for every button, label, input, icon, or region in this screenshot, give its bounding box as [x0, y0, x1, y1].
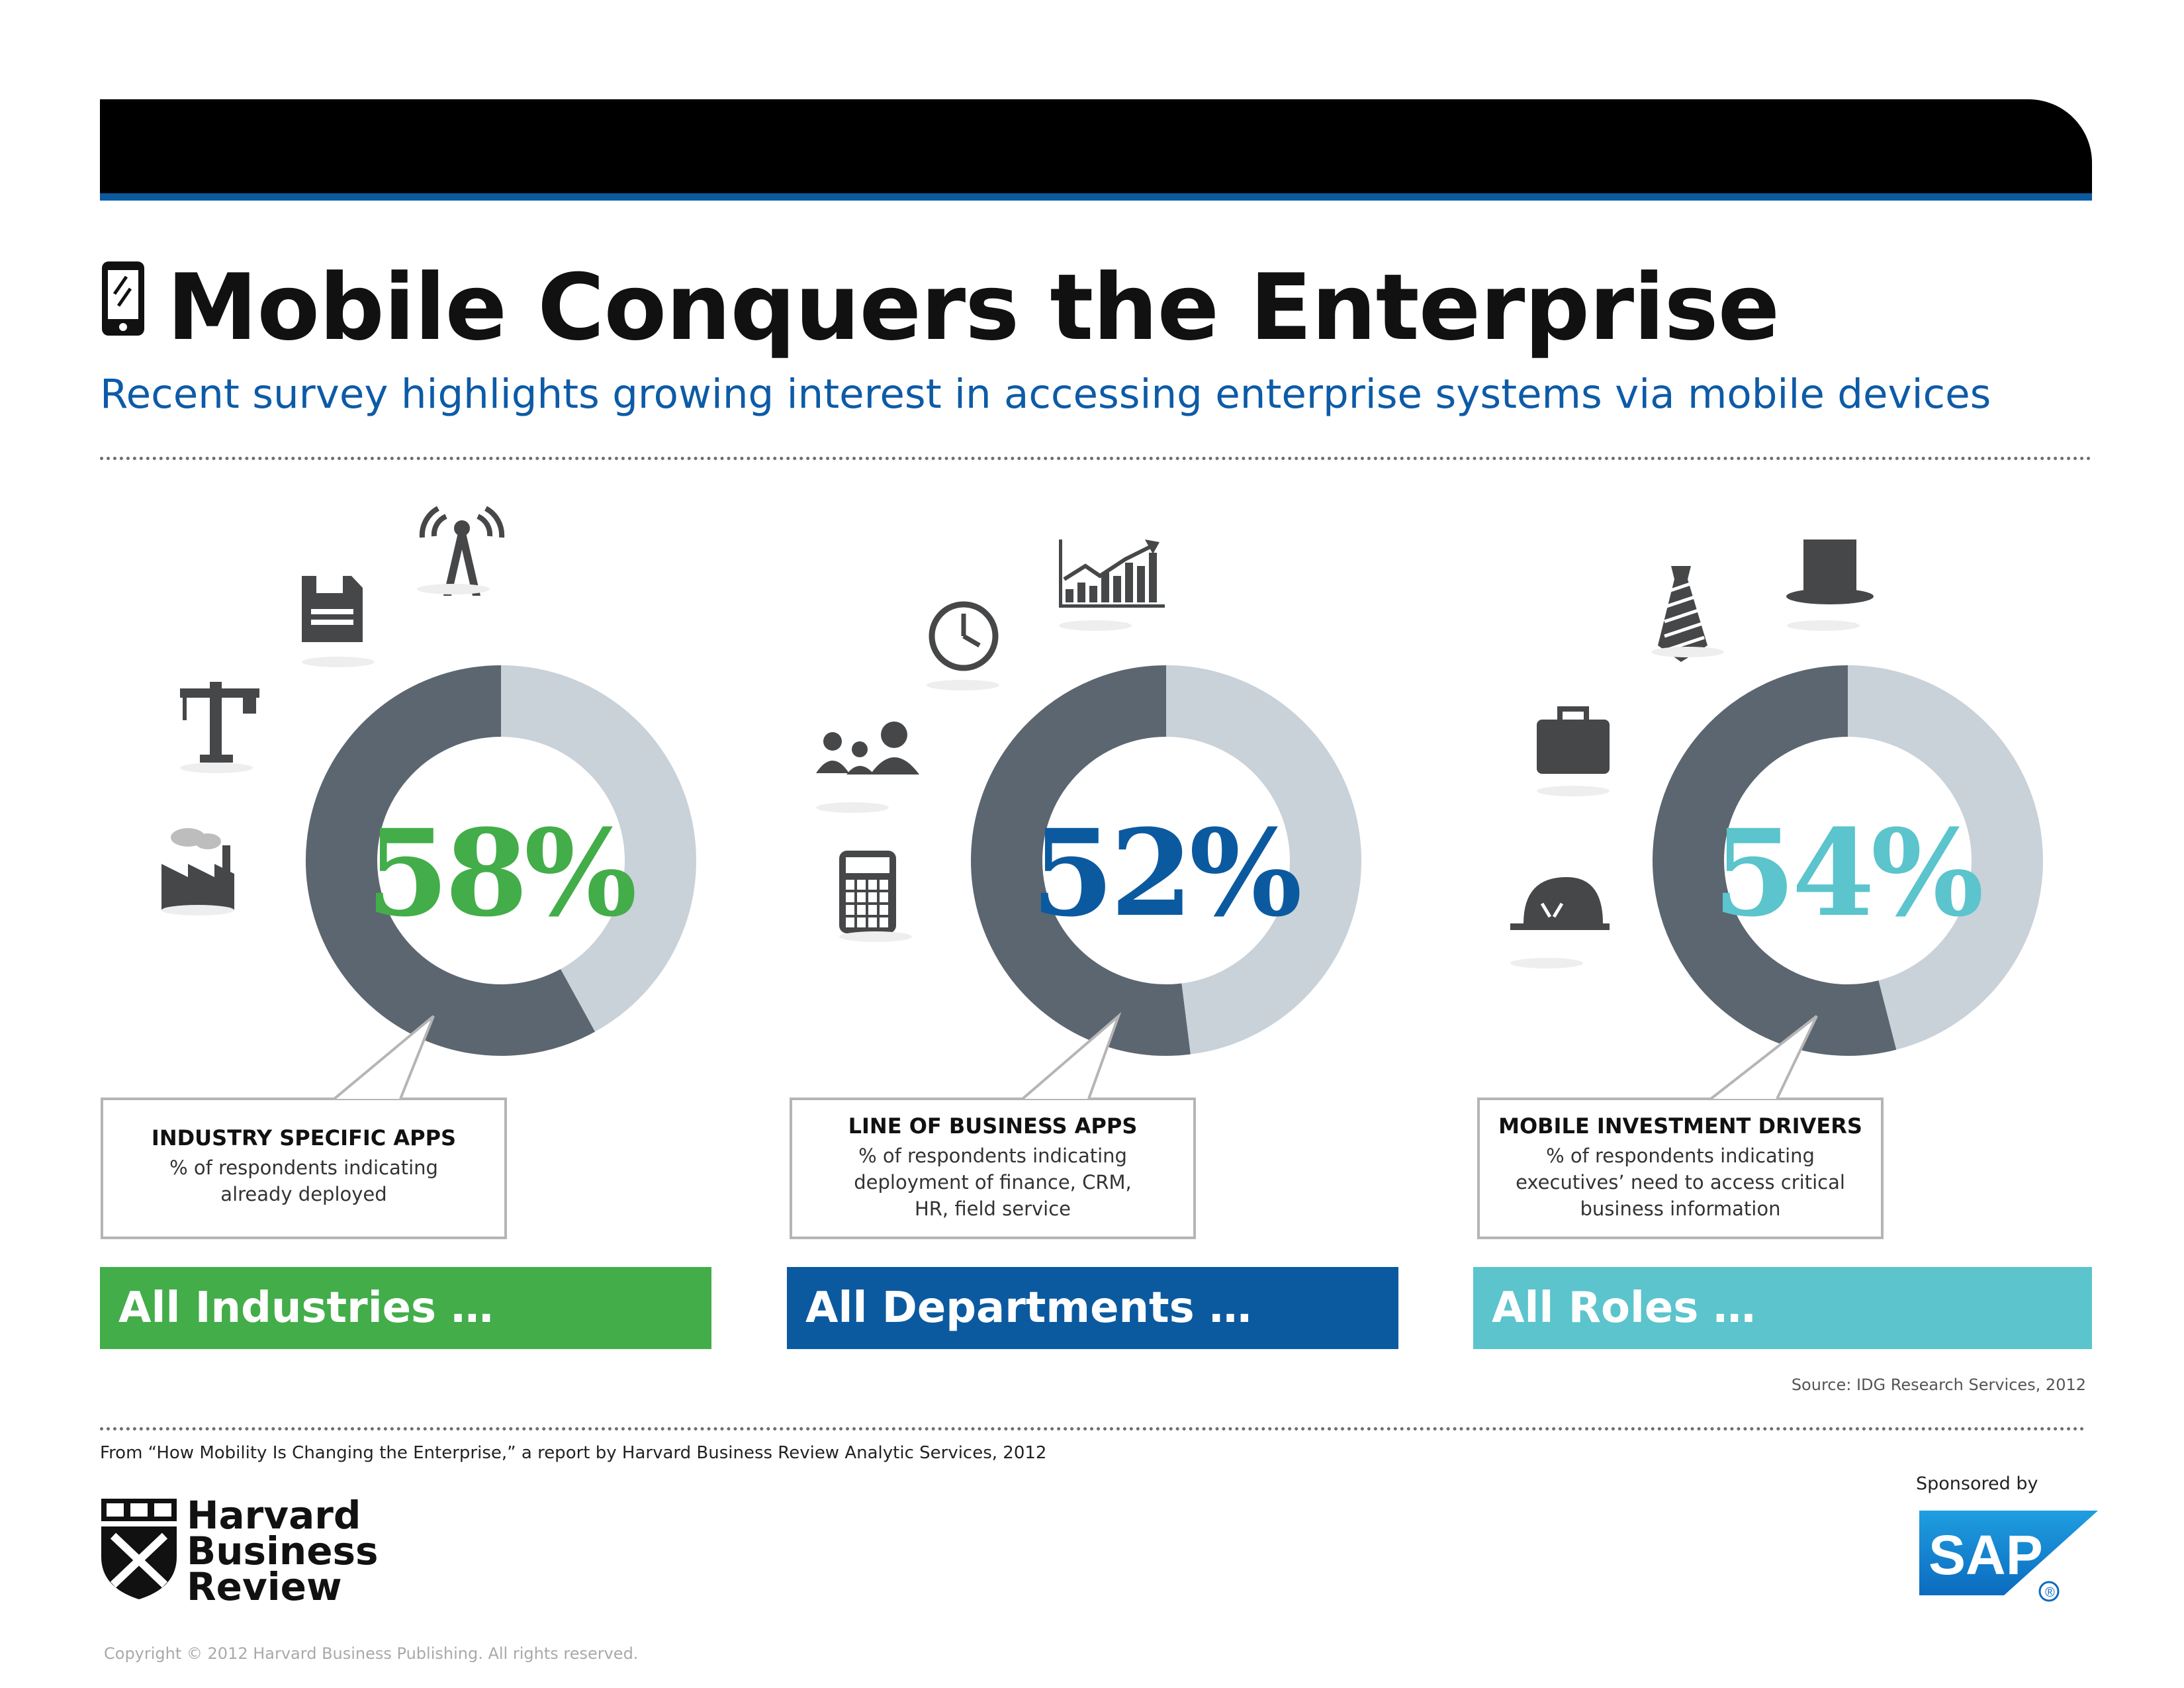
callout-line: executives’ need to access critical [1516, 1171, 1845, 1194]
page-subtitle: Recent survey highlights growing interes… [100, 371, 1991, 418]
callout-title: INDUSTRY SPECIFIC APPS [151, 1125, 457, 1150]
divider-top [100, 457, 2092, 460]
band-label: All Roles … [1492, 1284, 1756, 1333]
callout-box-industries [101, 1098, 507, 1239]
callout-title: LINE OF BUSINESS APPS [848, 1113, 1138, 1139]
hard-hat-icon [1510, 877, 1610, 968]
callout-title: MOBILE INVESTMENT DRIVERS [1498, 1113, 1862, 1139]
callout-line: % of respondents indicating [169, 1156, 438, 1179]
band-industries: All Industries … [100, 1267, 711, 1349]
band-departments: All Departments … [787, 1267, 1398, 1349]
callout-tail-line-departments [1021, 1011, 1122, 1100]
sponsored-by-label: Sponsored by [1916, 1474, 2038, 1494]
callout-line: HR, field service [914, 1197, 1071, 1220]
callout-box-roles [1477, 1098, 1884, 1239]
mobile-phone-icon [102, 261, 144, 336]
hbr-word: Harvard [187, 1493, 361, 1538]
clock-icon [927, 601, 999, 690]
sap-logo: SAP ® [1919, 1511, 2098, 1602]
copyright-note: Copyright © 2012 Harvard Business Publis… [104, 1644, 639, 1663]
donut-slice-roles-1 [1847, 665, 2043, 1050]
header-bar [100, 99, 2092, 197]
callout-line: % of respondents indicating [1546, 1145, 1815, 1167]
donut-slice-roles-0 [1653, 665, 1897, 1056]
hbr-word: Business [187, 1528, 379, 1573]
source-note: Source: IDG Research Services, 2012 [1791, 1376, 2086, 1394]
callout-tail-line-roles [1709, 1015, 1818, 1100]
percent-label-industries: 58% [366, 804, 637, 943]
svg-text:®: ® [2045, 1585, 2055, 1600]
donut-slice-departments-1 [1165, 665, 1361, 1055]
callout-line: business information [1580, 1197, 1781, 1220]
growth-chart-icon [1059, 539, 1165, 631]
hbr-shield-logo [101, 1499, 177, 1599]
callout-line: % of respondents indicating [858, 1145, 1127, 1167]
necktie-icon [1651, 566, 1724, 662]
callout-industries: INDUSTRY SPECIFIC APPS % of respondents … [102, 1125, 506, 1207]
page-title: Mobile Conquers the Enterprise [167, 254, 1780, 361]
briefcase-icon [1537, 706, 1610, 796]
donut-slice-industries-0 [306, 665, 596, 1056]
callout-line: already deployed [220, 1183, 387, 1205]
callout-roles: MOBILE INVESTMENT DRIVERS % of responden… [1479, 1113, 1882, 1222]
divider-bottom [100, 1427, 2085, 1430]
calculator-icon [839, 851, 912, 942]
percent-label-roles: 54% [1713, 804, 1984, 943]
hbr-word: Review [187, 1564, 342, 1609]
radio-tower-icon [417, 506, 505, 596]
donut-slice-departments-0 [971, 665, 1191, 1056]
people-group-icon [816, 722, 919, 813]
callout-description: % of respondents indicating deployment o… [791, 1143, 1195, 1222]
callout-description: % of respondents indicating executives’ … [1479, 1143, 1882, 1222]
factory-icon [161, 828, 234, 915]
floppy-disk-icon [302, 576, 375, 667]
callout-departments: LINE OF BUSINESS APPS % of respondents i… [791, 1113, 1195, 1222]
callout-box-departments [790, 1098, 1196, 1239]
donut-slice-industries-1 [500, 665, 696, 1032]
band-label: All Departments … [805, 1284, 1251, 1333]
hbr-wordmark: Harvard Business Review [187, 1493, 379, 1609]
band-roles: All Roles … [1473, 1267, 2092, 1349]
top-hat-icon [1786, 539, 1874, 631]
callout-description: % of respondents indicating already depl… [102, 1154, 506, 1207]
percent-label-departments: 52% [1031, 804, 1302, 943]
band-label: All Industries … [118, 1284, 494, 1333]
header-stripe [100, 193, 2092, 201]
callout-line: deployment of finance, CRM, [854, 1171, 1132, 1194]
report-citation: From “How Mobility Is Changing the Enter… [100, 1443, 1047, 1463]
sap-logo-text: SAP [1929, 1524, 2043, 1586]
crane-icon [180, 682, 259, 773]
callout-tail-line-industries [333, 1015, 435, 1100]
